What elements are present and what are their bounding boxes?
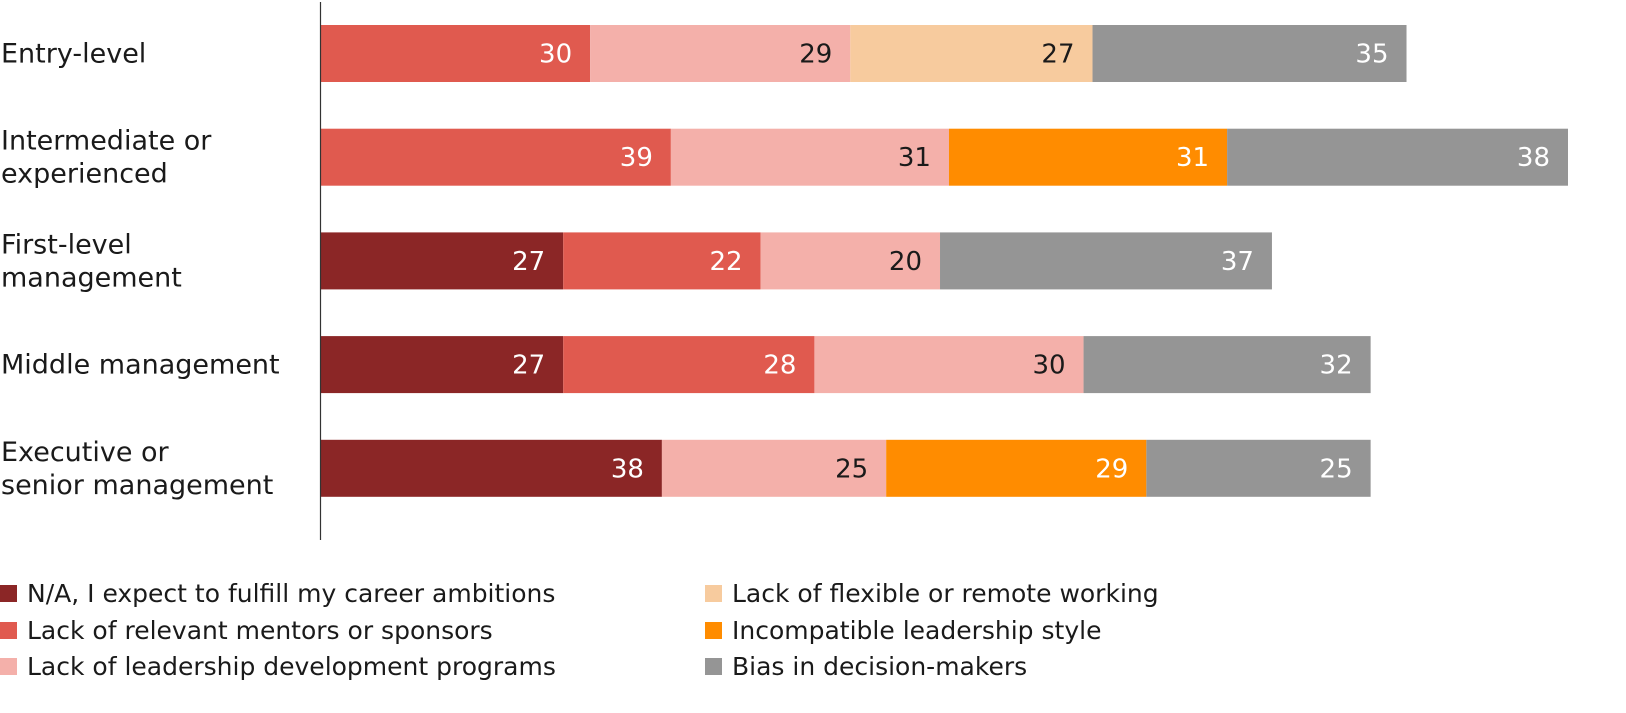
data-label: 27 <box>512 247 545 277</box>
data-label: 22 <box>709 247 742 277</box>
bar-segment <box>1146 439 1371 497</box>
legend-swatch <box>0 622 17 639</box>
bars: 30 29 27 35 39 31 31 38 27 22 20 37 27 28 30 32 38 25 29 25 <box>321 25 1568 497</box>
legend-swatch <box>0 658 17 675</box>
category-label: Middle management <box>1 350 280 381</box>
data-label: 31 <box>1176 143 1209 173</box>
category-label: Intermediate or experienced <box>1 126 212 190</box>
bar-segment <box>940 232 1272 290</box>
bar-segment <box>563 232 761 290</box>
bar-segment <box>661 439 887 497</box>
legend-item-development: Lack of leadership development programs <box>0 652 556 681</box>
bar-segment <box>814 336 1084 394</box>
legend-label: Lack of relevant mentors or sponsors <box>27 616 493 645</box>
bar-segment <box>1227 128 1568 186</box>
bar-segment <box>321 128 671 186</box>
legend-swatch <box>705 622 722 639</box>
legend-item-flexible: Lack of flexible or remote working <box>705 579 1159 608</box>
bar-segment <box>670 128 949 186</box>
data-label: 27 <box>512 351 545 381</box>
category-label: Entry-level <box>1 39 146 70</box>
legend-swatch <box>705 658 722 675</box>
bar-segment <box>321 25 591 82</box>
legend-swatch <box>0 585 17 602</box>
data-label: 38 <box>1517 143 1550 173</box>
bar-segment <box>321 232 564 290</box>
legend-swatch <box>705 585 722 602</box>
data-label: 35 <box>1355 40 1388 70</box>
legend-label: Lack of leadership development programs <box>27 652 556 681</box>
legend-item-mentors: Lack of relevant mentors or sponsors <box>0 616 493 645</box>
legend-item-na: N/A, I expect to fulfill my career ambit… <box>0 579 555 608</box>
legend-item-bias: Bias in decision-makers <box>705 652 1027 681</box>
data-label: 25 <box>835 454 868 484</box>
legend-label: Bias in decision-makers <box>732 652 1028 681</box>
data-label: 38 <box>611 454 644 484</box>
category-label-line: Intermediate or <box>1 126 212 157</box>
legend-label: N/A, I expect to fulfill my career ambit… <box>27 579 556 608</box>
category-label-line: experienced <box>1 159 168 190</box>
legend-label: Incompatible leadership style <box>732 616 1102 645</box>
data-label: 27 <box>1041 40 1074 70</box>
category-label: Executive or senior management <box>1 437 273 501</box>
data-label: 29 <box>1095 454 1128 484</box>
data-label: 37 <box>1221 247 1254 277</box>
bar-segment <box>590 25 851 82</box>
data-label: 32 <box>1320 351 1353 381</box>
data-label: 30 <box>1032 351 1065 381</box>
category-label-line: Executive or <box>1 437 170 468</box>
bar-segment <box>1083 336 1371 394</box>
bar-segment <box>321 336 564 394</box>
legend: N/A, I expect to fulfill my career ambit… <box>0 575 1626 705</box>
data-label: 28 <box>763 351 796 381</box>
data-label: 29 <box>799 40 832 70</box>
category-labels: Entry-level Intermediate or experienced Fir… <box>1 39 280 501</box>
category-label-line: management <box>1 262 182 293</box>
category-label: First-level management <box>1 229 182 293</box>
category-label-line: First-level <box>1 229 132 260</box>
data-label: 31 <box>898 143 931 173</box>
bar-segment <box>948 128 1228 186</box>
data-label: 30 <box>539 40 572 70</box>
data-label: 20 <box>889 247 922 277</box>
data-label: 39 <box>620 143 653 173</box>
bar-segment <box>850 25 1093 82</box>
bar-segment <box>1092 25 1407 82</box>
category-label-line: Middle management <box>1 350 280 381</box>
bar-segment <box>760 232 941 290</box>
category-label-line: senior management <box>1 470 273 501</box>
stacked-bar-chart: Entry-level Intermediate or experienced Fir… <box>1 2 1568 540</box>
bar-segment <box>886 439 1147 497</box>
bar-segment <box>563 336 815 394</box>
bar-segment <box>321 439 662 497</box>
category-label-line: Entry-level <box>1 39 146 70</box>
legend-label: Lack of flexible or remote working <box>732 579 1159 608</box>
data-label: 25 <box>1320 454 1353 484</box>
legend-item-leadership-style: Incompatible leadership style <box>705 616 1101 645</box>
